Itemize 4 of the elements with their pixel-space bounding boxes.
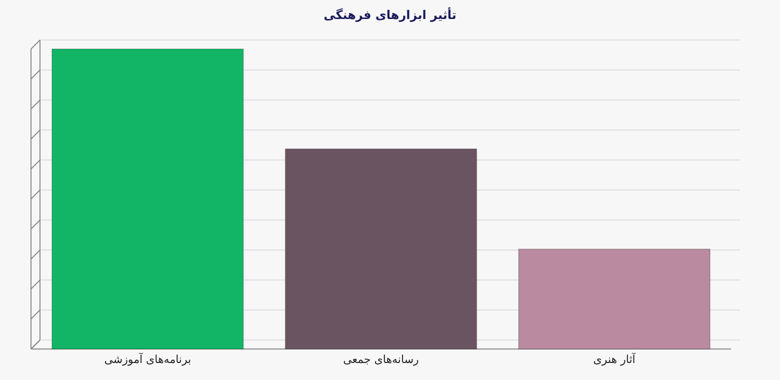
x-tick-label: برنامه‌های آموزشی: [104, 352, 192, 366]
x-tick-label: آثار هنری: [593, 352, 636, 366]
x-tick-label: رسانه‌های جمعی: [343, 353, 419, 366]
chart-title: تأثیر ابزارهای فرهنگی: [324, 7, 456, 22]
